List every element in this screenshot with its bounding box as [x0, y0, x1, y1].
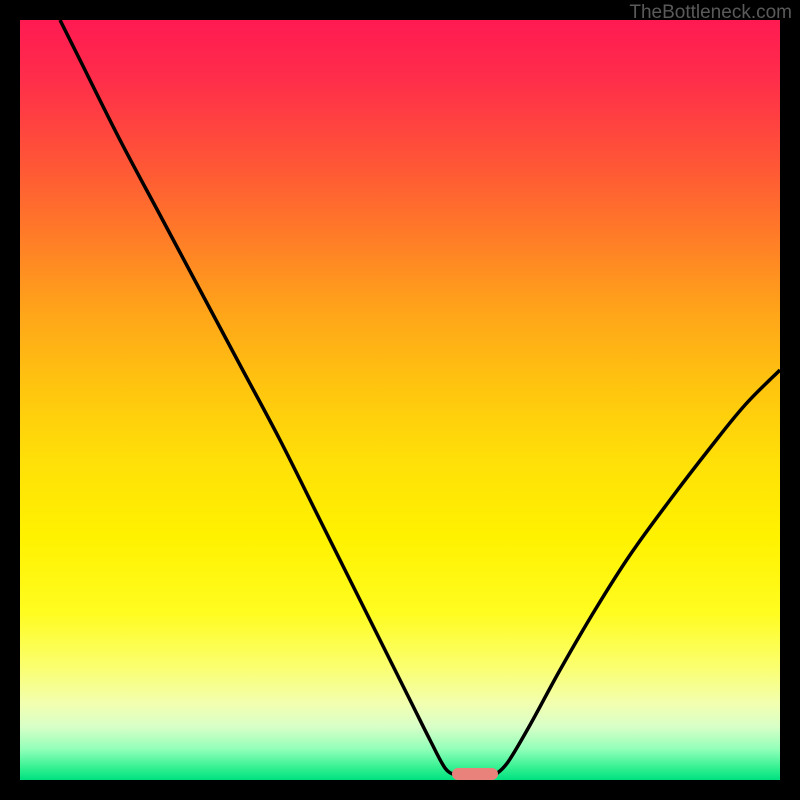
minimum-marker	[452, 768, 498, 780]
watermark-text: TheBottleneck.com	[629, 2, 792, 24]
curve-left-branch	[60, 20, 455, 775]
plot-area	[20, 20, 780, 780]
chart-frame: TheBottleneck.com	[0, 0, 800, 800]
curve-right-branch	[495, 370, 780, 775]
bottleneck-curve	[20, 20, 780, 780]
